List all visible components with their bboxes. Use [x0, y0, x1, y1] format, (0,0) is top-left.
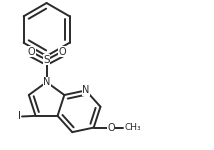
Text: N: N [43, 77, 50, 87]
Text: S: S [43, 55, 50, 65]
Text: O: O [58, 47, 66, 57]
Text: CH₃: CH₃ [124, 123, 141, 132]
Text: O: O [28, 47, 35, 57]
Text: O: O [107, 123, 115, 133]
Text: I: I [18, 111, 21, 122]
Text: N: N [82, 85, 89, 95]
